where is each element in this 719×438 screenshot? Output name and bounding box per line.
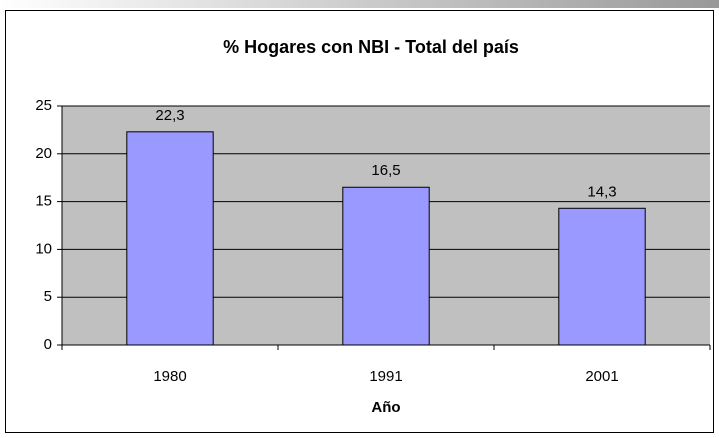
chart-title: % Hogares con NBI - Total del país bbox=[223, 37, 519, 57]
x-tick-label: 1980 bbox=[153, 368, 186, 385]
y-tick-label: 5 bbox=[44, 288, 52, 305]
bar bbox=[126, 131, 214, 346]
value-label: 14,3 bbox=[587, 183, 616, 200]
x-axis-title: Año bbox=[371, 399, 400, 416]
y-tick-label: 10 bbox=[35, 240, 52, 257]
y-tick-label: 15 bbox=[35, 193, 52, 210]
x-tick-label: 2001 bbox=[585, 368, 618, 385]
y-tick-label: 25 bbox=[35, 97, 52, 114]
y-tick-label: 20 bbox=[35, 145, 52, 162]
bar bbox=[558, 207, 646, 346]
bar bbox=[342, 186, 430, 346]
x-tick-label: 1991 bbox=[369, 368, 402, 385]
top-band bbox=[0, 0, 719, 8]
value-label: 22,3 bbox=[155, 107, 184, 124]
y-tick-label: 0 bbox=[44, 336, 52, 353]
value-label: 16,5 bbox=[371, 162, 400, 179]
